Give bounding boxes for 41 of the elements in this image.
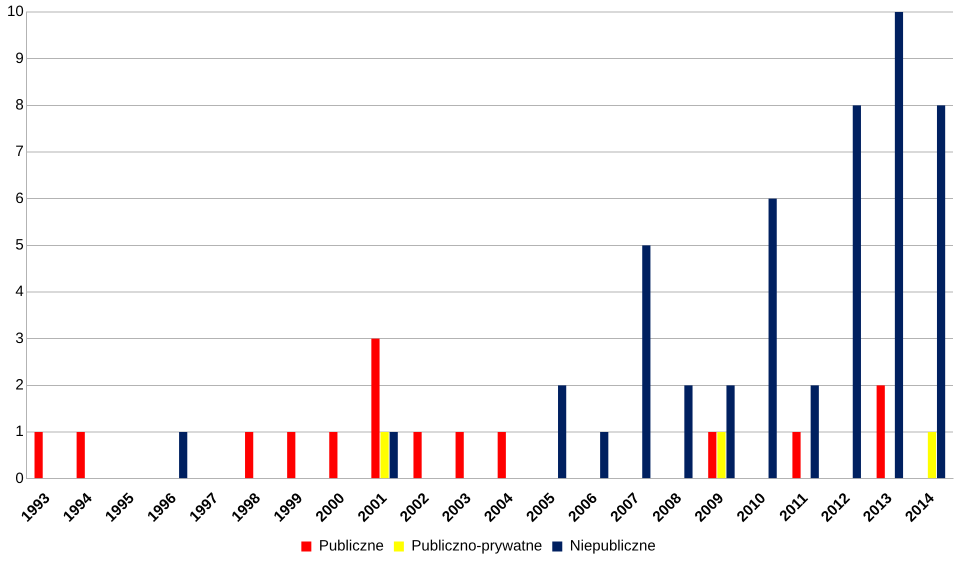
bar <box>380 432 389 478</box>
y-tick-label: 2 <box>15 376 24 394</box>
bar <box>708 432 716 478</box>
y-tick-label: 1 <box>15 423 24 440</box>
bar <box>245 432 254 478</box>
y-tick-label: 10 <box>6 3 24 20</box>
bar <box>498 432 506 478</box>
legend-label: Niepubliczne <box>570 538 656 555</box>
bar <box>876 385 885 478</box>
bar <box>179 432 188 478</box>
bar <box>558 385 566 478</box>
bar <box>371 338 380 478</box>
bar <box>642 245 650 478</box>
y-tick-label: 3 <box>15 330 24 347</box>
y-tick-label: 0 <box>15 470 24 487</box>
bar <box>852 105 861 478</box>
bar <box>936 105 946 478</box>
bar <box>928 432 936 478</box>
y-tick-label: 6 <box>15 190 24 207</box>
legend-label: Publiczno-prywatne <box>411 538 542 555</box>
y-tick-label: 8 <box>15 96 24 114</box>
bar <box>768 198 777 478</box>
bar <box>792 432 801 478</box>
y-tick-label: 4 <box>15 283 24 300</box>
bar <box>76 432 85 478</box>
bar <box>600 432 608 478</box>
y-tick-label: 9 <box>15 50 24 67</box>
bar <box>329 432 338 478</box>
bar <box>413 432 422 478</box>
bar <box>287 432 296 478</box>
legend-label: Publiczne <box>318 538 384 555</box>
bar <box>717 432 726 478</box>
bar <box>810 385 819 478</box>
bar <box>684 385 693 478</box>
bar <box>894 12 904 478</box>
y-tick-label: 7 <box>15 143 24 160</box>
bar <box>456 432 464 478</box>
y-tick-label: 5 <box>15 236 24 254</box>
bar <box>390 432 398 478</box>
bar <box>34 432 43 478</box>
bar <box>726 385 735 478</box>
